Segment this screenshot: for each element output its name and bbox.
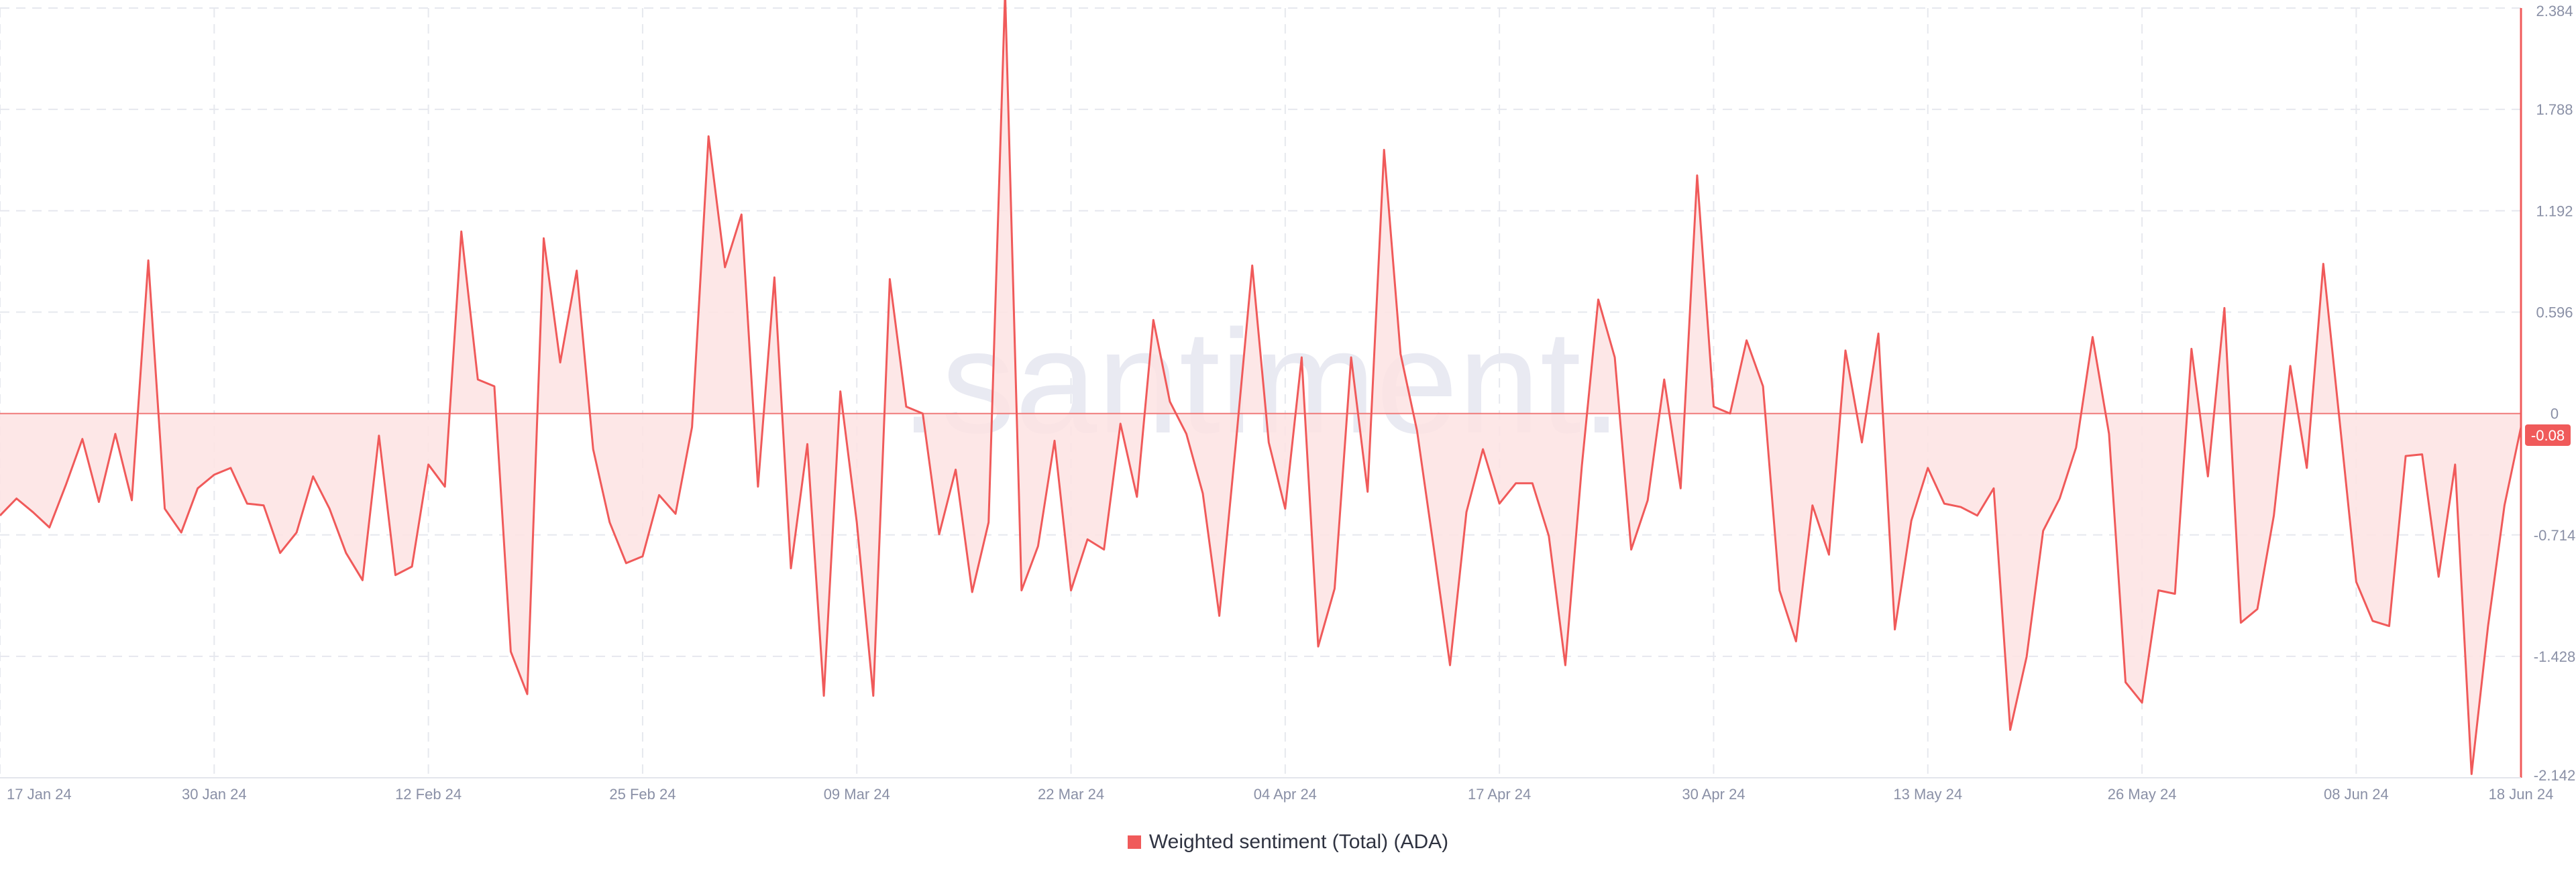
y-tick-label: 2.384 bbox=[2536, 3, 2573, 19]
x-tick-label: 17 Apr 24 bbox=[1468, 786, 1531, 803]
x-tick-label: 12 Feb 24 bbox=[395, 786, 462, 803]
x-tick-label: 08 Jun 24 bbox=[2324, 786, 2389, 803]
x-tick-label: 30 Apr 24 bbox=[1682, 786, 1745, 803]
sentiment-line bbox=[0, 0, 2522, 775]
x-tick-label: 09 Mar 24 bbox=[824, 786, 890, 803]
y-tick-label: -1.428 bbox=[2534, 648, 2575, 665]
x-tick-label: 17 Jan 24 bbox=[7, 786, 72, 803]
x-tick-label: 30 Jan 24 bbox=[182, 786, 247, 803]
legend-swatch bbox=[1127, 835, 1141, 849]
y-tick-label: 0.596 bbox=[2536, 304, 2573, 321]
y-tick-label: -2.142 bbox=[2534, 767, 2575, 784]
y-tick-label: 0 bbox=[2551, 406, 2559, 422]
current-value-label: -0.08 bbox=[2531, 427, 2565, 444]
y-tick-label: 1.192 bbox=[2536, 202, 2573, 219]
legend[interactable]: Weighted sentiment (Total) (ADA) bbox=[0, 826, 2576, 858]
x-tick-label: 22 Mar 24 bbox=[1038, 786, 1104, 803]
x-tick-label: 26 May 24 bbox=[2108, 786, 2177, 803]
x-axis: 17 Jan 24 30 Jan 24 12 Feb 24 25 Feb 24 09 M… bbox=[0, 777, 2554, 803]
y-tick-label: 1.788 bbox=[2536, 101, 2573, 118]
y-tick-label: -0.714 bbox=[2534, 527, 2575, 544]
x-tick-label: 25 Feb 24 bbox=[609, 786, 676, 803]
x-tick-label: 18 Jun 24 bbox=[2489, 786, 2554, 803]
current-value-badge: -0.08 bbox=[2525, 424, 2571, 446]
y-axis: 2.384 1.788 1.192 0.596 0 -0.714 -1.428 -2.142 bbox=[2534, 3, 2575, 784]
x-tick-label: 13 May 24 bbox=[1893, 786, 1962, 803]
x-tick-label: 04 Apr 24 bbox=[1254, 786, 1317, 803]
legend-series-label[interactable]: Weighted sentiment (Total) (ADA) bbox=[1148, 831, 1449, 853]
sentiment-area bbox=[0, 0, 2521, 774]
current-value-badge-bg bbox=[2525, 424, 2571, 446]
